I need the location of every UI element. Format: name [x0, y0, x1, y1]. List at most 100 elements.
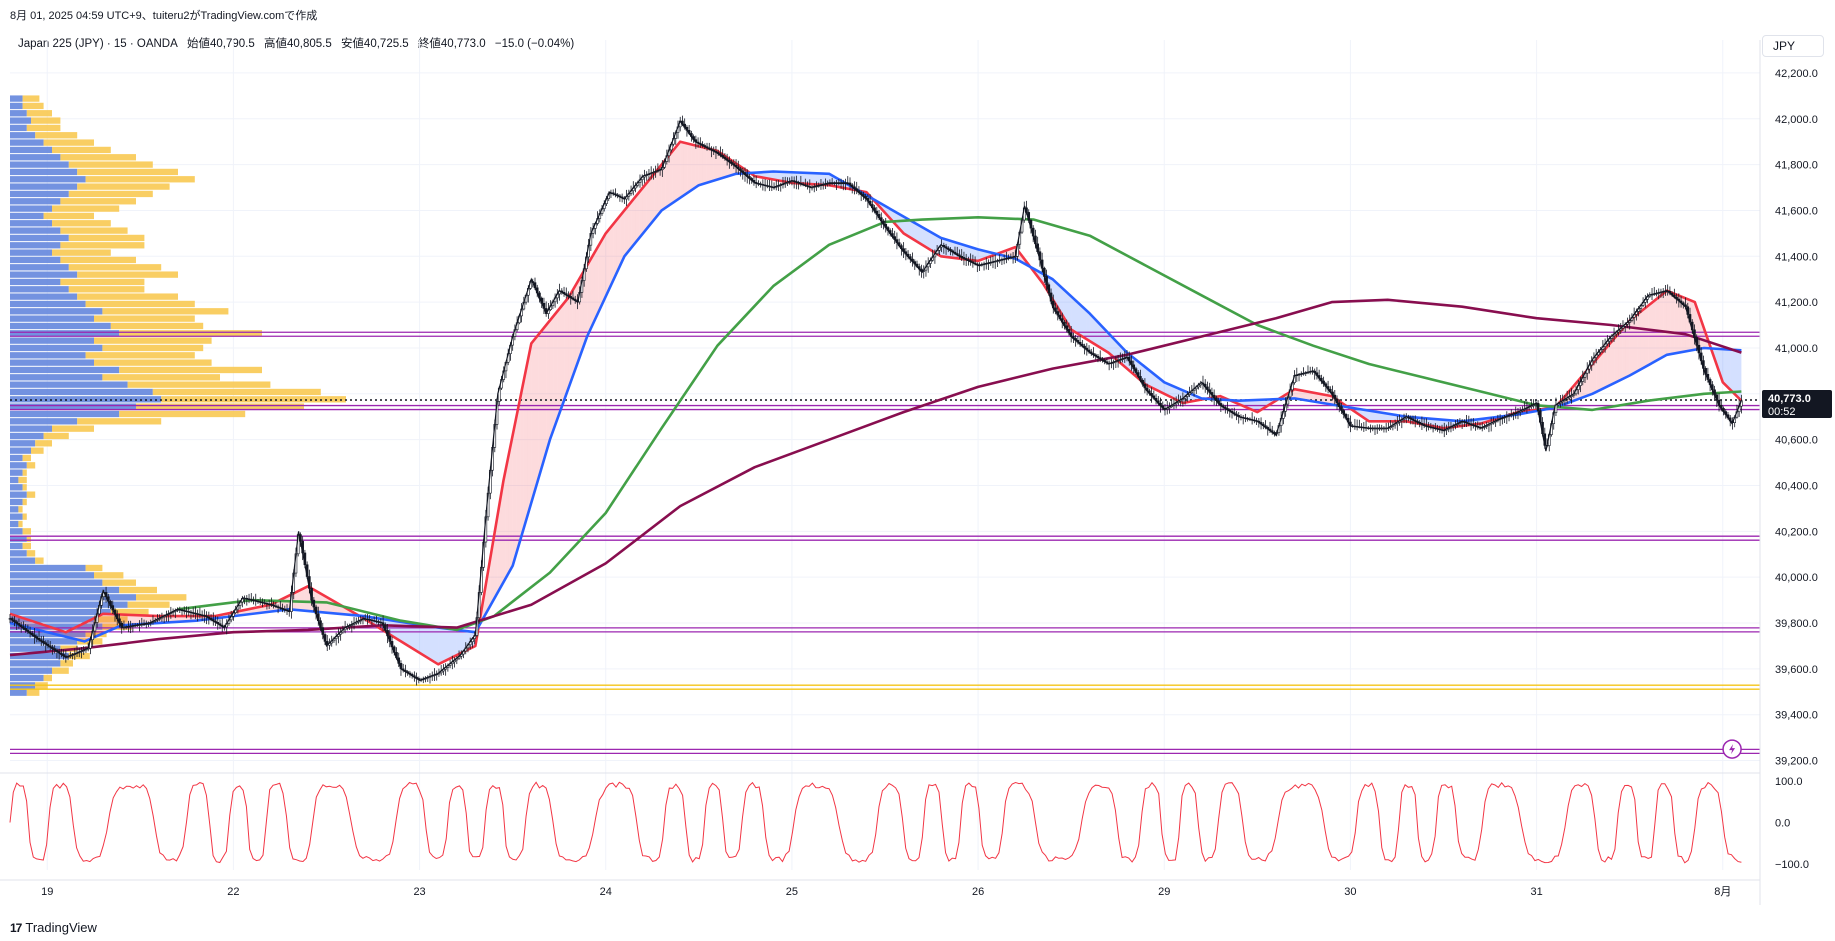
ema-fast-line	[9, 140, 1743, 666]
vp-bar-yellow	[22, 498, 27, 506]
fill-bear	[966, 245, 971, 260]
fill-bear	[1372, 411, 1377, 422]
fill-bull	[129, 614, 133, 625]
vp-bar-blue	[10, 506, 19, 513]
ema-slow-line	[9, 298, 1742, 657]
vp-bar-yellow	[22, 469, 27, 476]
vp-bar-blue	[10, 220, 52, 227]
fill-bear	[1376, 411, 1381, 422]
fill-bull	[695, 145, 699, 188]
fill-bull	[609, 224, 614, 289]
fill-bear	[803, 172, 807, 184]
vp-bar-yellow	[77, 293, 178, 300]
vp-bar-blue	[10, 271, 78, 278]
fill-bull	[557, 306, 562, 420]
vp-bar-blue	[10, 550, 27, 557]
currency-button[interactable]: JPY	[1762, 35, 1824, 57]
fill-bear	[1067, 292, 1072, 330]
fill-bull	[710, 149, 714, 182]
fill-bull	[1640, 308, 1645, 370]
price-tag-value: 40,773.0	[1768, 393, 1811, 405]
fill-bull	[486, 557, 491, 613]
fill-bull	[73, 626, 78, 640]
fill-bear	[1369, 410, 1373, 422]
fill-bull	[527, 343, 532, 516]
vp-bar-yellow	[68, 161, 153, 168]
vp-bar-yellow	[94, 337, 212, 344]
symbol-name[interactable]: Japan 225 (JPY) · 15 · OANDA	[18, 38, 178, 50]
vp-bar-yellow	[77, 168, 178, 176]
fill-bull	[538, 329, 543, 478]
vp-bar-blue	[10, 388, 153, 396]
fill-bull	[575, 278, 580, 368]
fill-bull	[687, 143, 692, 193]
fill-bear	[1722, 349, 1727, 387]
vp-bar-blue	[10, 286, 69, 293]
fill-bear	[1164, 382, 1168, 396]
osc-tick-label: −100.0	[1775, 859, 1809, 871]
fill-bull	[602, 233, 606, 305]
y-tick-label: 41,000.0	[1775, 343, 1818, 355]
fill-bull	[654, 169, 658, 220]
fill-bull	[620, 210, 625, 265]
fill-bull	[516, 398, 521, 554]
vp-bar-blue	[10, 322, 111, 330]
x-tick-label: 26	[972, 886, 984, 898]
fill-bull	[546, 320, 550, 453]
fill-bull	[1618, 329, 1623, 381]
open-value: 始値40,790.5	[187, 38, 255, 50]
vp-bar-blue	[10, 344, 103, 352]
fill-bear	[1145, 367, 1150, 387]
vp-bar-blue	[10, 674, 44, 682]
vp-bar-blue	[10, 667, 52, 674]
vp-bar-yellow	[26, 110, 52, 117]
price-tag-countdown: 00:52	[1768, 406, 1796, 418]
fill-bull	[1614, 333, 1619, 383]
fill-bear	[441, 628, 446, 663]
vp-bar-yellow	[102, 579, 136, 586]
tradingview-logo-text: TradingView	[25, 920, 97, 935]
fill-bull	[304, 586, 308, 611]
vp-bar-yellow	[94, 616, 128, 623]
vp-bar-blue	[10, 146, 52, 154]
fill-bear	[412, 623, 416, 651]
vp-bar-yellow	[35, 132, 78, 139]
fill-bull	[1302, 390, 1306, 401]
vp-bar-blue	[10, 102, 23, 110]
vp-bar-blue	[10, 630, 86, 638]
fill-bull	[1603, 346, 1608, 389]
fill-bull	[642, 182, 647, 234]
vp-bar-blue	[10, 645, 61, 652]
vp-bar-blue	[10, 454, 23, 462]
vp-bar-yellow	[136, 594, 187, 601]
fill-bear	[1380, 412, 1384, 422]
lightning-icon-glyph	[1729, 744, 1736, 755]
fill-bear	[911, 220, 915, 241]
vp-bar-yellow	[102, 344, 204, 352]
fill-bull	[99, 613, 104, 635]
fill-bull	[1681, 296, 1686, 353]
vp-bar-yellow	[60, 198, 136, 205]
fill-bull	[639, 187, 643, 238]
tradingview-logo[interactable]: 17 TradingView	[10, 920, 97, 935]
y-tick-label: 40,400.0	[1775, 480, 1818, 492]
vp-bar-yellow	[68, 190, 153, 198]
fill-bear	[814, 173, 818, 185]
vp-bar-blue	[10, 579, 103, 586]
fill-bull	[103, 613, 107, 634]
osc-tick-label: 100.0	[1775, 776, 1803, 788]
fill-bull	[594, 246, 599, 321]
vp-bar-blue	[10, 484, 23, 491]
vp-bar-yellow	[60, 227, 128, 234]
vp-bar-yellow	[26, 491, 36, 498]
fill-bull	[1663, 290, 1667, 357]
vp-bar-yellow	[22, 513, 27, 520]
vp-bar-yellow	[31, 447, 44, 454]
fill-bear	[1149, 370, 1154, 389]
fill-bull	[568, 291, 573, 389]
created-by-line: 8月 01, 2025 04:59 UTC+9、tuiteru2がTrading…	[10, 10, 318, 22]
fill-bull	[1659, 293, 1664, 359]
fill-bull	[553, 311, 558, 430]
volume-profile	[10, 95, 346, 696]
